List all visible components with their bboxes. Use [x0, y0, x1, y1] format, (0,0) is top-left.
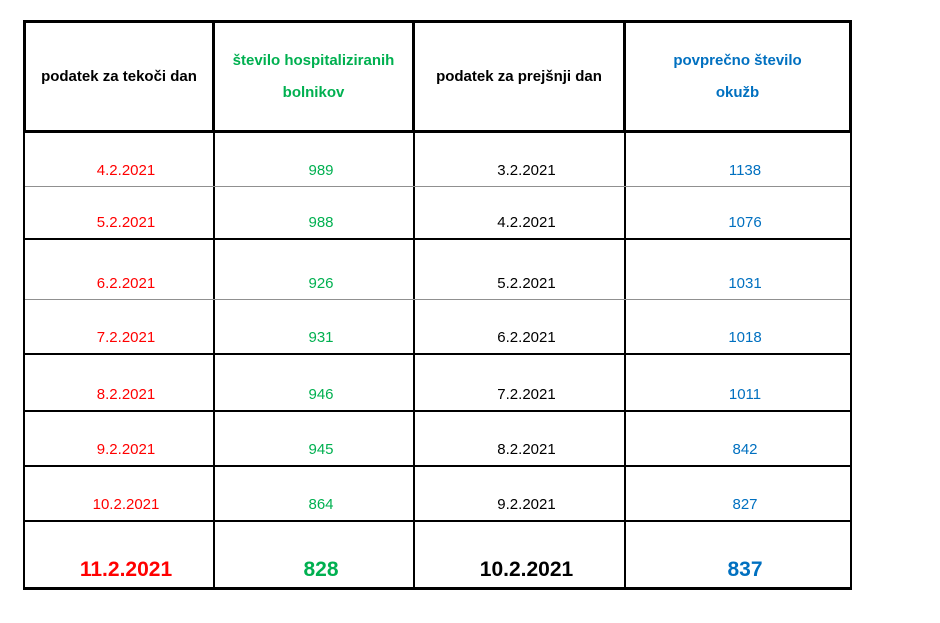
- cell-current-date: 11.2.2021: [25, 522, 215, 587]
- cell-previous-date: 10.2.2021: [415, 522, 626, 587]
- cell-avg-infections: 842: [732, 441, 758, 458]
- covid-hospitalization-table: podatek za tekoči dan število hospitaliz…: [23, 20, 852, 590]
- cell-previous-date: 9.2.2021: [415, 467, 626, 520]
- table-row: 7.2.2021 931 6.2.2021 1018: [25, 300, 850, 355]
- cell-avg-infections: 837: [727, 558, 763, 581]
- table-header-row: podatek za tekoči dan število hospitaliz…: [23, 20, 852, 133]
- cell-previous-date: 7.2.2021: [415, 355, 626, 410]
- cell-hospitalized-count: 989: [215, 133, 415, 186]
- cell-hospitalized-count: 864: [215, 467, 415, 520]
- cell-previous-date: 3.2.2021: [415, 133, 626, 186]
- cell-avg-infections: 1138: [728, 162, 762, 179]
- cell-avg-infections: 1018: [728, 329, 762, 346]
- header-current-day: podatek za tekoči dan: [26, 23, 215, 130]
- table-row: 4.2.2021 989 3.2.2021 1138: [25, 133, 850, 187]
- table-row: 5.2.2021 988 4.2.2021 1076: [25, 187, 850, 240]
- cell-avg-infections: 1031: [728, 275, 762, 292]
- cell-hospitalized-count: 988: [215, 187, 415, 238]
- cell-current-date: 10.2.2021: [25, 467, 215, 520]
- table-row-latest: 11.2.2021 828 10.2.2021 837: [25, 522, 850, 587]
- table-row: 9.2.2021 945 8.2.2021 842: [25, 412, 850, 467]
- cell-hospitalized-count: 926: [215, 240, 415, 299]
- table-row: 6.2.2021 926 5.2.2021 1031: [25, 240, 850, 300]
- table-row: 8.2.2021 946 7.2.2021 1011: [25, 355, 850, 412]
- cell-avg-infections: 827: [732, 496, 758, 513]
- cell-hospitalized-count: 931: [215, 300, 415, 353]
- cell-current-date: 7.2.2021: [25, 300, 215, 353]
- cell-avg-infections: 1011: [728, 386, 762, 403]
- cell-hospitalized-count: 828: [215, 522, 415, 587]
- cell-current-date: 5.2.2021: [25, 187, 215, 238]
- header-previous-day: podatek za prejšnji dan: [415, 23, 626, 130]
- table-row: 10.2.2021 864 9.2.2021 827: [25, 467, 850, 522]
- cell-hospitalized-count: 945: [215, 412, 415, 465]
- header-avg-infections: povprečno število okužb: [673, 51, 802, 101]
- cell-current-date: 4.2.2021: [25, 133, 215, 186]
- header-hospitalized: število hospitaliziranih bolnikov: [215, 23, 415, 130]
- table-body: 4.2.2021 989 3.2.2021 1138 5.2.2021 988 …: [23, 133, 852, 590]
- cell-previous-date: 4.2.2021: [415, 187, 626, 238]
- cell-current-date: 9.2.2021: [25, 412, 215, 465]
- cell-current-date: 6.2.2021: [25, 240, 215, 299]
- cell-previous-date: 5.2.2021: [415, 240, 626, 299]
- cell-hospitalized-count: 946: [215, 355, 415, 410]
- cell-avg-infections: 1076: [728, 214, 762, 231]
- cell-current-date: 8.2.2021: [25, 355, 215, 410]
- cell-previous-date: 6.2.2021: [415, 300, 626, 353]
- cell-previous-date: 8.2.2021: [415, 412, 626, 465]
